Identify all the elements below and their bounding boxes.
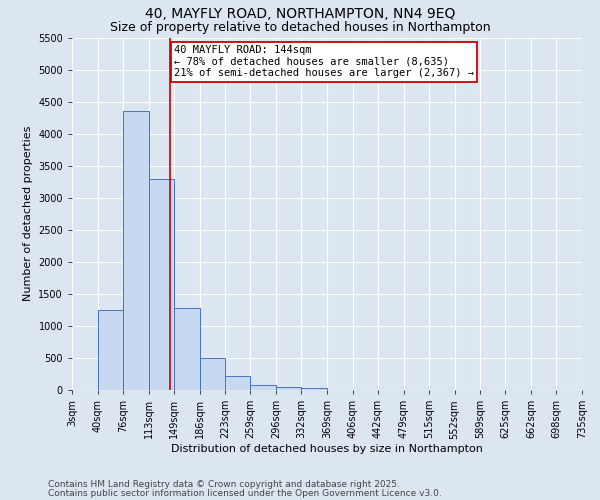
Text: Contains HM Land Registry data © Crown copyright and database right 2025.: Contains HM Land Registry data © Crown c… [48, 480, 400, 489]
Bar [276, 387, 301, 390]
Bar [250, 385, 276, 390]
Text: Size of property relative to detached houses in Northampton: Size of property relative to detached ho… [110, 21, 490, 34]
Text: 40 MAYFLY ROAD: 144sqm
← 78% of detached houses are smaller (8,635)
21% of semi-: 40 MAYFLY ROAD: 144sqm ← 78% of detached… [174, 45, 474, 78]
Bar [98, 310, 123, 390]
Bar [123, 111, 149, 390]
Bar [149, 178, 174, 390]
X-axis label: Distribution of detached houses by size in Northampton: Distribution of detached houses by size … [171, 444, 483, 454]
Text: 40, MAYFLY ROAD, NORTHAMPTON, NN4 9EQ: 40, MAYFLY ROAD, NORTHAMPTON, NN4 9EQ [145, 8, 455, 22]
Text: Contains public sector information licensed under the Open Government Licence v3: Contains public sector information licen… [48, 488, 442, 498]
Bar [199, 358, 225, 390]
Bar [301, 388, 327, 390]
Bar [225, 376, 250, 390]
Y-axis label: Number of detached properties: Number of detached properties [23, 126, 32, 302]
Bar [174, 308, 199, 390]
